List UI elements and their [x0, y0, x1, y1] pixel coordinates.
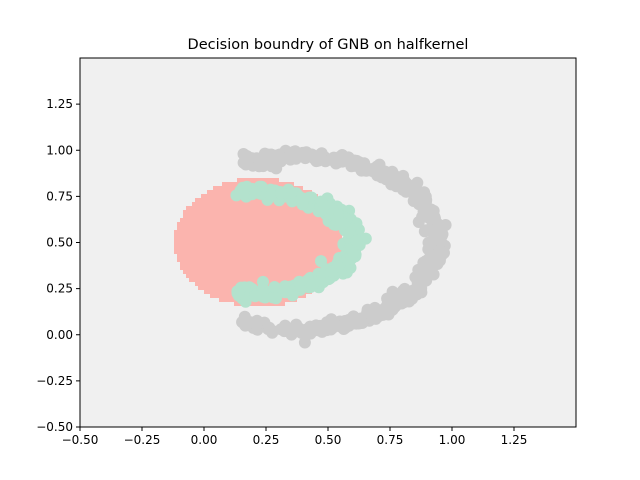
data-point: [429, 212, 441, 225]
y-tick-label: 0.25: [46, 282, 73, 296]
data-point: [252, 153, 265, 166]
data-point: [275, 323, 287, 336]
data-point: [369, 312, 382, 325]
plot-area: [80, 58, 576, 427]
data-point: [240, 180, 253, 193]
data-point: [278, 280, 291, 293]
y-tick-label: −0.25: [36, 374, 73, 388]
data-point: [293, 275, 306, 288]
data-point: [249, 290, 262, 303]
data-point: [296, 198, 309, 211]
data-point: [274, 187, 287, 200]
x-tick-label: 1.25: [501, 433, 528, 447]
x-tick-label: 0.75: [377, 433, 404, 447]
data-point: [356, 316, 368, 329]
data-point: [343, 226, 356, 239]
data-point: [411, 176, 424, 189]
data-point: [337, 217, 350, 230]
data-point: [298, 336, 311, 349]
data-point: [327, 321, 340, 334]
data-point: [284, 149, 297, 162]
data-point: [336, 153, 349, 166]
data-point: [419, 190, 432, 203]
data-point: [273, 150, 286, 163]
data-point: [312, 152, 324, 165]
series-inner-half-ring: [230, 180, 372, 308]
data-point: [270, 162, 283, 175]
y-tick-label: −0.50: [36, 420, 73, 434]
chart-title: Decision boundry of GNB on halfkernel: [188, 37, 469, 53]
x-tick-label: −0.25: [124, 433, 161, 447]
y-tick-label: 0.50: [46, 236, 73, 250]
data-point: [261, 151, 274, 164]
x-tick-label: 0.25: [253, 433, 280, 447]
data-point: [382, 308, 395, 321]
data-point: [409, 187, 422, 200]
data-point: [299, 323, 312, 336]
data-point: [325, 265, 338, 278]
y-tick-label: 0.75: [46, 189, 73, 203]
x-tick-label: 0.00: [191, 433, 218, 447]
data-point: [429, 223, 442, 236]
data-point: [237, 148, 250, 160]
x-tick-label: −0.50: [62, 433, 99, 447]
data-point: [395, 177, 408, 190]
data-point: [350, 234, 363, 247]
data-point: [299, 152, 312, 165]
y-tick-label: 0.00: [46, 328, 73, 342]
data-point: [337, 318, 350, 331]
data-point: [432, 233, 445, 246]
data-point: [318, 199, 331, 212]
data-point: [325, 153, 337, 166]
data-point: [266, 291, 279, 304]
y-tick-label: 1.00: [46, 143, 73, 157]
data-point: [397, 292, 410, 305]
data-point: [415, 282, 428, 295]
y-tick-label: 1.25: [46, 97, 73, 111]
data-point: [315, 255, 327, 268]
data-point: [250, 318, 263, 331]
data-point: [422, 236, 435, 249]
data-point: [265, 188, 278, 201]
data-point: [417, 205, 430, 218]
axes: −0.50 −0.25 0.00 0.25 0.50 0.75 1.00 1.25 −0.50 −…: [36, 57, 577, 447]
data-point: [290, 318, 303, 331]
data-point: [284, 186, 297, 199]
data-point: [314, 274, 327, 287]
data-point: [268, 281, 281, 293]
decision-region: [174, 178, 342, 306]
data-point: [239, 317, 252, 330]
series-outer-half-ring: [236, 144, 452, 349]
x-tick-label: 1.00: [439, 433, 466, 447]
data-point: [439, 219, 452, 231]
data-point: [249, 186, 262, 199]
data-point: [423, 252, 435, 265]
data-point: [232, 287, 245, 300]
data-point: [286, 289, 299, 302]
data-point: [358, 157, 371, 170]
data-point: [348, 157, 361, 169]
data-point: [380, 173, 393, 186]
x-tick-label: 0.50: [315, 433, 342, 447]
data-point: [345, 252, 358, 265]
data-point: [389, 298, 402, 311]
